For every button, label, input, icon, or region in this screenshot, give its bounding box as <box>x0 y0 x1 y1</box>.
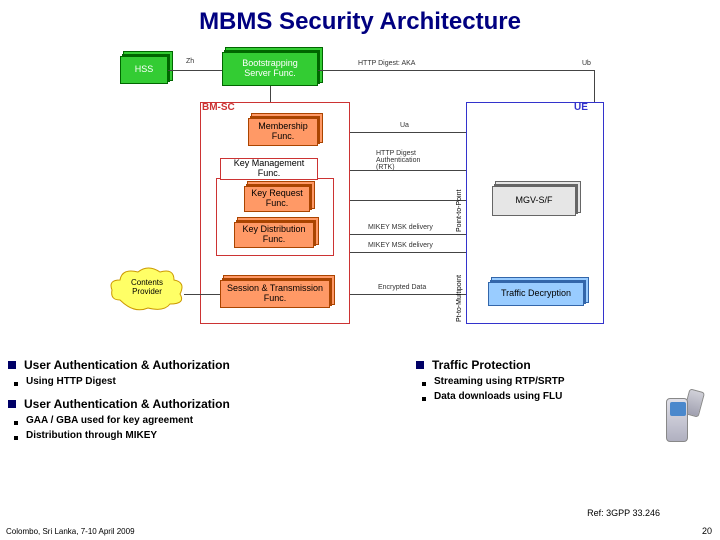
bullet-text: Traffic Protection <box>432 358 531 372</box>
dot-bullet-icon <box>14 421 18 425</box>
dot-bullet-icon <box>14 382 18 386</box>
bullet-text: Using HTTP Digest <box>26 376 116 387</box>
bullet-row: GAA / GBA used for key agreement <box>0 415 400 426</box>
box-stf: Session & Transmission Func. <box>220 280 330 308</box>
bullet-text: Distribution through MIKEY <box>26 430 157 441</box>
connector-label-10: Encrypted Data <box>378 284 426 291</box>
box-bsf: Bootstrapping Server Func. <box>222 52 318 86</box>
square-bullet-icon <box>416 361 424 369</box>
connector-0 <box>168 70 222 71</box>
connector-label-2: HTTP Digest: AKA <box>358 60 415 67</box>
connector-label-9: MIKEY MSK delivery <box>368 242 433 249</box>
connector-label-3: Ub <box>582 60 591 67</box>
square-bullet-icon <box>8 400 16 408</box>
connector-9 <box>350 252 466 253</box>
bullet-row: User Authentication & Authorization <box>0 358 400 372</box>
connector-4 <box>594 70 595 102</box>
connector-8 <box>350 234 466 235</box>
connector-2 <box>318 70 466 71</box>
connector-label-6: HTTP Digest Authentication (RTK) <box>376 150 420 171</box>
box-krf: Key Request Func. <box>244 186 310 212</box>
box-kdf: Key Distribution Func. <box>234 222 314 248</box>
bullet-text: Data downloads using FLU <box>434 391 562 402</box>
connector-7 <box>350 200 466 201</box>
box-hss: HSS <box>120 56 168 84</box>
connector-11 <box>184 294 220 295</box>
dot-bullet-icon <box>422 397 426 401</box>
box-td: Traffic Decryption <box>488 282 584 306</box>
phone-icon <box>662 390 702 450</box>
footer-text: Colombo, Sri Lanka, 7-10 April 2009 <box>6 527 135 536</box>
left-bullet-list: User Authentication & Authorization Using… <box>0 358 400 443</box>
container-label-ue: UE <box>574 102 588 113</box>
dot-bullet-icon <box>14 436 18 440</box>
dot-bullet-icon <box>422 382 426 386</box>
bullet-row: User Authentication & Authorization <box>0 397 400 411</box>
square-bullet-icon <box>8 361 16 369</box>
connector-3 <box>466 70 594 71</box>
architecture-diagram: BM-SC UE HSS Bootstrapping Server Func. Memb… <box>90 46 630 346</box>
box-kmf: Key Management Func. <box>220 158 318 180</box>
reference-text: Ref: 3GPP 33.246 <box>587 508 660 518</box>
bullet-row: Distribution through MIKEY <box>0 430 400 441</box>
bullet-text: GAA / GBA used for key agreement <box>26 415 193 426</box>
box-memb: Membership Func. <box>248 118 318 146</box>
vertical-label-0: Point-to-Point <box>456 132 463 232</box>
vertical-label-1: Pt-to-Multipoint <box>456 242 463 322</box>
page-number: 20 <box>702 526 712 536</box>
page-title: MBMS Security Architecture <box>0 0 720 40</box>
connector-label-8: MIKEY MSK delivery <box>368 224 433 231</box>
contents-provider-cloud: Contents Provider <box>108 264 186 312</box>
container-label-bmsc: BM-SC <box>202 102 235 113</box>
bullet-row: Traffic Protection <box>408 358 720 372</box>
connector-5 <box>350 132 466 133</box>
bullet-text: Streaming using RTP/SRTP <box>434 376 565 387</box>
box-mgv: MGV-S/F <box>492 186 576 216</box>
bullet-text: User Authentication & Authorization <box>24 358 230 372</box>
connector-1 <box>270 86 271 102</box>
connector-10 <box>350 294 466 295</box>
connector-label-5: Ua <box>400 122 409 129</box>
connector-label-0: Zh <box>186 58 194 65</box>
bullet-row: Streaming using RTP/SRTP <box>408 376 720 387</box>
bullet-row: Using HTTP Digest <box>0 376 400 387</box>
bullet-text: User Authentication & Authorization <box>24 397 230 411</box>
